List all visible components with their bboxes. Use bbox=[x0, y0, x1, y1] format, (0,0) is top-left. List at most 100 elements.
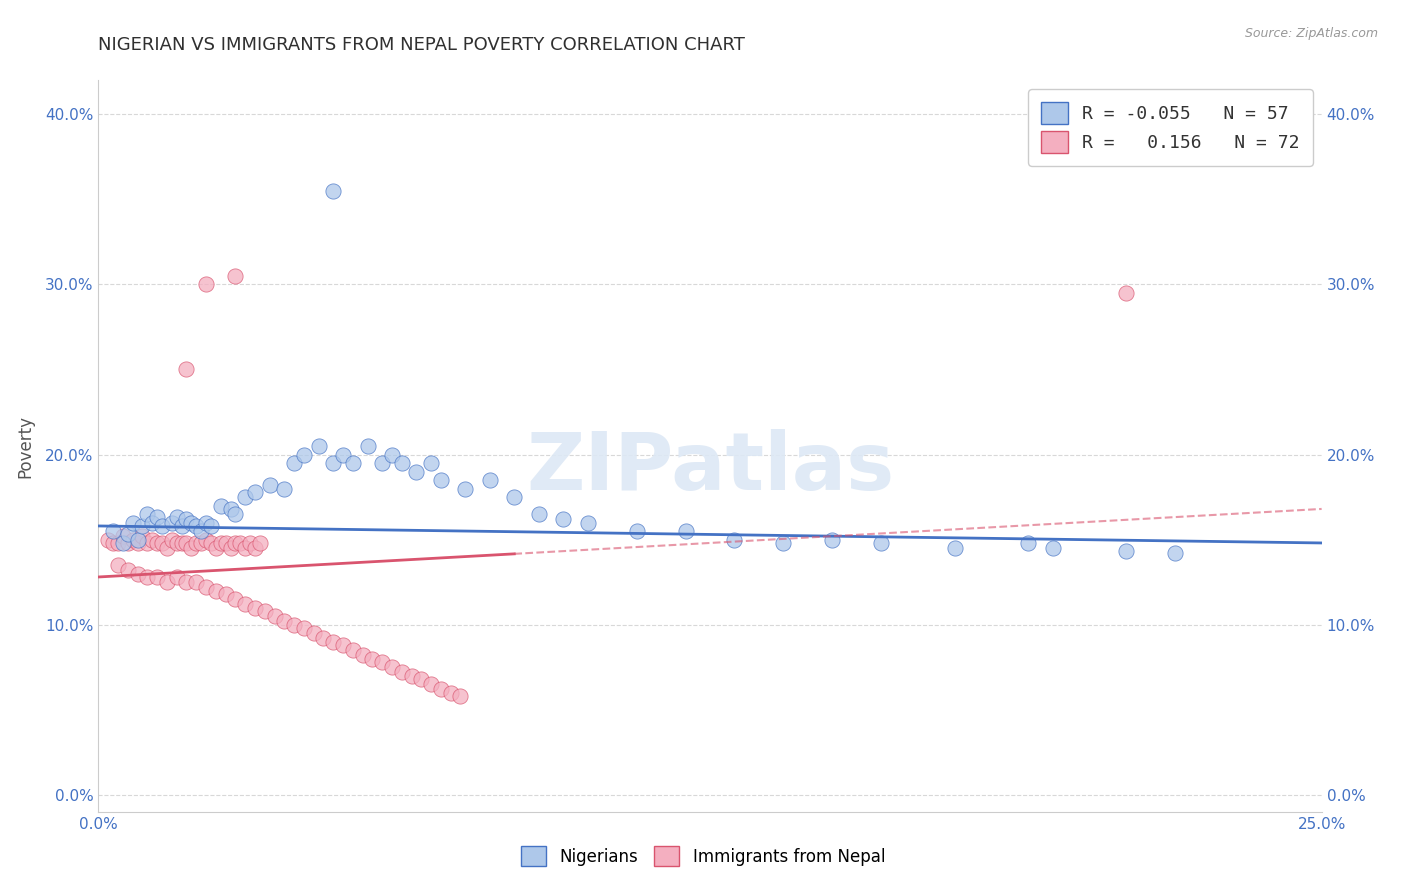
Point bbox=[195, 277, 218, 292]
Point bbox=[243, 541, 266, 555]
Point bbox=[195, 533, 218, 547]
Point bbox=[127, 536, 149, 550]
Text: Source: ZipAtlas.com: Source: ZipAtlas.com bbox=[1244, 27, 1378, 40]
Point bbox=[186, 536, 208, 550]
Point bbox=[136, 570, 159, 584]
Point bbox=[156, 541, 179, 555]
Point bbox=[170, 519, 193, 533]
Point bbox=[263, 609, 285, 624]
Point bbox=[259, 478, 281, 492]
Point bbox=[190, 524, 212, 538]
Point bbox=[180, 516, 202, 530]
Point bbox=[273, 482, 295, 496]
Y-axis label: Poverty: Poverty bbox=[15, 415, 34, 477]
Point bbox=[141, 533, 163, 547]
Point bbox=[322, 456, 344, 470]
Point bbox=[101, 536, 124, 550]
Text: NIGERIAN VS IMMIGRANTS FROM NEPAL POVERTY CORRELATION CHART: NIGERIAN VS IMMIGRANTS FROM NEPAL POVERT… bbox=[98, 36, 745, 54]
Point bbox=[430, 682, 453, 697]
Point bbox=[371, 456, 394, 470]
Point bbox=[553, 512, 575, 526]
Point bbox=[1042, 541, 1064, 555]
Point bbox=[127, 533, 149, 547]
Point bbox=[229, 536, 252, 550]
Point bbox=[454, 482, 477, 496]
Point bbox=[224, 507, 246, 521]
Point bbox=[209, 499, 232, 513]
Point bbox=[121, 516, 143, 530]
Point bbox=[870, 536, 893, 550]
Point bbox=[101, 524, 124, 538]
Point bbox=[239, 536, 262, 550]
Point bbox=[233, 490, 256, 504]
Point bbox=[136, 507, 159, 521]
Point bbox=[440, 686, 463, 700]
Point bbox=[821, 533, 844, 547]
Point bbox=[322, 184, 344, 198]
Point bbox=[723, 533, 745, 547]
Point bbox=[478, 473, 501, 487]
Point bbox=[626, 524, 648, 538]
Point bbox=[1017, 536, 1039, 550]
Point bbox=[342, 456, 364, 470]
Point bbox=[243, 484, 266, 499]
Point bbox=[166, 536, 188, 550]
Point bbox=[205, 583, 228, 598]
Point bbox=[273, 614, 295, 628]
Point bbox=[527, 507, 550, 521]
Point bbox=[214, 536, 236, 550]
Point bbox=[170, 536, 193, 550]
Point bbox=[219, 502, 242, 516]
Point bbox=[312, 631, 335, 645]
Point bbox=[1164, 546, 1187, 560]
Point bbox=[190, 536, 212, 550]
Point bbox=[420, 677, 443, 691]
Point bbox=[146, 570, 169, 584]
Point bbox=[772, 536, 794, 550]
Point bbox=[233, 541, 256, 555]
Point bbox=[111, 529, 134, 543]
Legend: R = -0.055   N = 57, R =   0.156   N = 72: R = -0.055 N = 57, R = 0.156 N = 72 bbox=[1028, 89, 1313, 166]
Point bbox=[214, 587, 236, 601]
Point bbox=[249, 536, 271, 550]
Point bbox=[503, 490, 526, 504]
Point bbox=[195, 580, 218, 594]
Point bbox=[243, 600, 266, 615]
Point bbox=[283, 456, 305, 470]
Point bbox=[160, 533, 183, 547]
Point bbox=[292, 448, 315, 462]
Point bbox=[205, 541, 228, 555]
Point bbox=[156, 575, 179, 590]
Point bbox=[391, 665, 413, 680]
Point bbox=[253, 604, 276, 618]
Point bbox=[356, 439, 378, 453]
Point bbox=[381, 448, 404, 462]
Point bbox=[1115, 544, 1137, 558]
Point bbox=[283, 617, 305, 632]
Point bbox=[1115, 285, 1137, 300]
Point bbox=[342, 643, 364, 657]
Point bbox=[176, 512, 198, 526]
Point bbox=[131, 529, 153, 543]
Point bbox=[131, 519, 153, 533]
Point bbox=[107, 536, 129, 550]
Legend: Nigerians, Immigrants from Nepal: Nigerians, Immigrants from Nepal bbox=[512, 838, 894, 875]
Point bbox=[381, 660, 404, 674]
Point bbox=[332, 448, 354, 462]
Point bbox=[332, 638, 354, 652]
Point bbox=[176, 575, 198, 590]
Point bbox=[224, 268, 246, 283]
Point bbox=[166, 570, 188, 584]
Point bbox=[224, 592, 246, 607]
Point bbox=[97, 533, 120, 547]
Point bbox=[401, 668, 423, 682]
Point bbox=[943, 541, 966, 555]
Point bbox=[146, 510, 169, 524]
Point bbox=[292, 621, 315, 635]
Point bbox=[675, 524, 697, 538]
Point bbox=[107, 558, 129, 572]
Point bbox=[576, 516, 599, 530]
Point bbox=[127, 566, 149, 581]
Point bbox=[224, 536, 246, 550]
Point bbox=[219, 541, 242, 555]
